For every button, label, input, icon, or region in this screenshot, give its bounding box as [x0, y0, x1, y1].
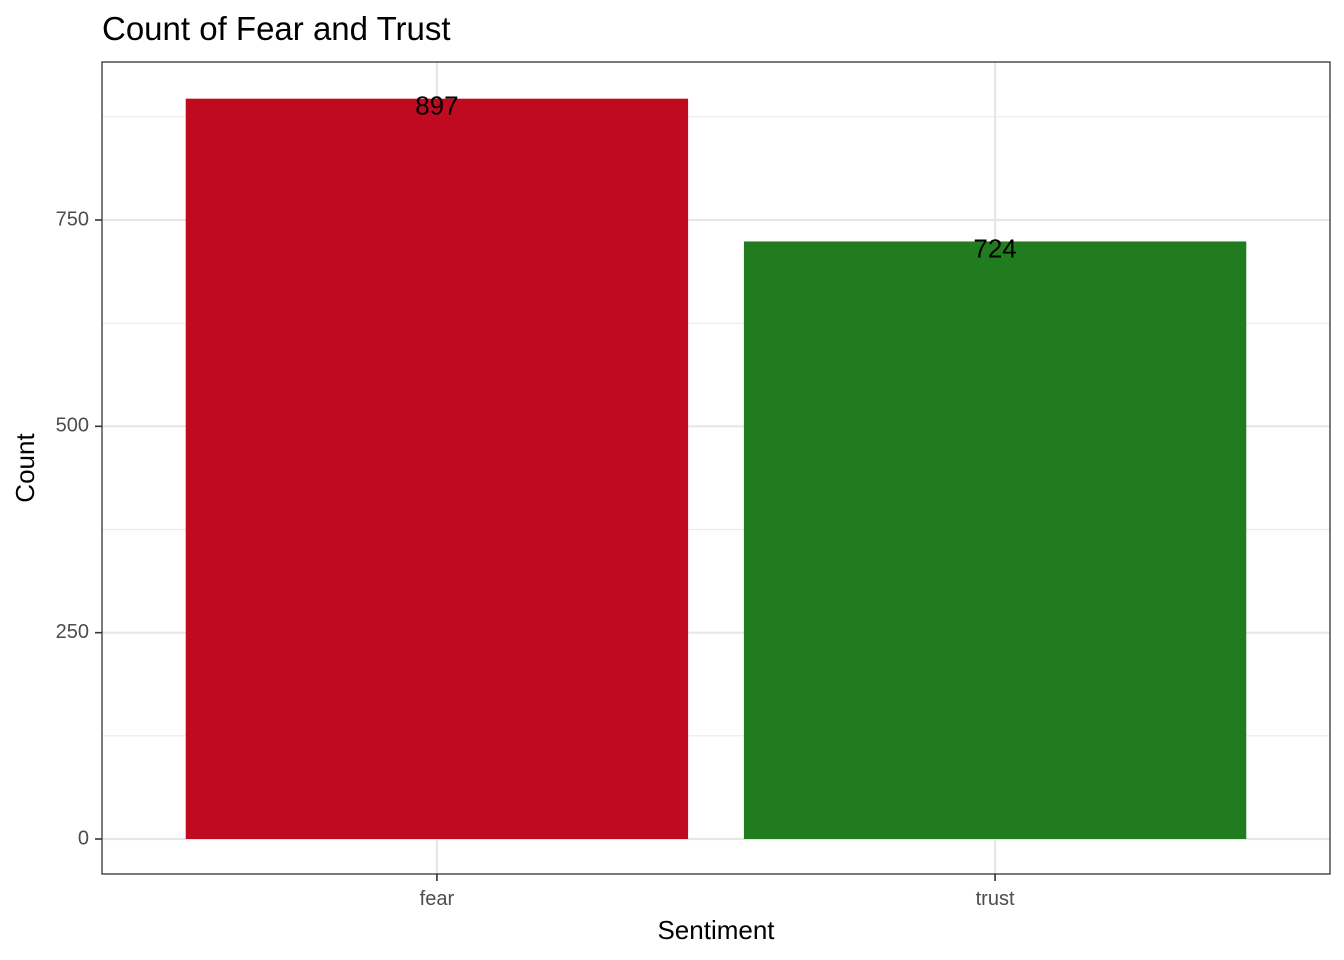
x-tick-label-trust: trust — [976, 888, 1015, 910]
y-axis-title: Count — [10, 433, 40, 503]
data-label-trust: 724 — [973, 233, 1016, 263]
y-tick-label: 500 — [56, 415, 89, 437]
data-labels: 897 724 — [415, 91, 1017, 264]
bars — [185, 98, 1247, 839]
x-tick-label-fear: fear — [420, 888, 455, 910]
y-tick-label: 750 — [56, 208, 89, 230]
data-label-fear: 897 — [415, 91, 458, 121]
y-axis: 0 250 500 750 — [56, 208, 102, 849]
bar-trust — [743, 241, 1247, 839]
y-tick-label: 250 — [56, 621, 89, 643]
chart-title: Count of Fear and Trust — [102, 10, 451, 47]
bar-fear — [185, 98, 689, 839]
x-axis: fear trust — [420, 874, 1015, 910]
plot-panel-border — [101, 61, 1331, 875]
y-tick-label: 0 — [78, 827, 89, 849]
x-axis-title: Sentiment — [657, 915, 775, 945]
